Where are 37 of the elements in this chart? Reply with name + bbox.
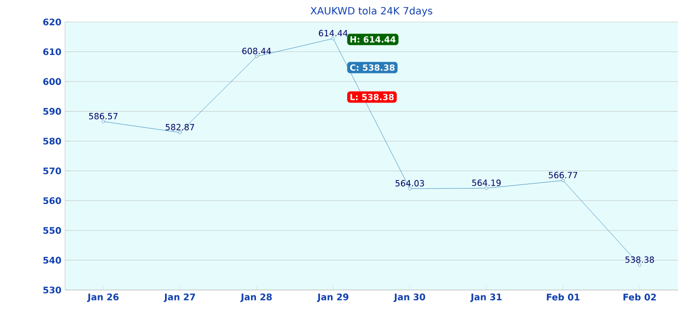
x-tick-label: Jan 30 xyxy=(394,294,426,302)
x-tick-label: Feb 02 xyxy=(624,294,656,300)
y-tick-label: 530 xyxy=(43,286,62,294)
data-label: 608.44 xyxy=(242,48,271,54)
y-tick-label: 540 xyxy=(43,256,62,264)
y-tick-label: 560 xyxy=(43,197,62,204)
data-label: 586.57 xyxy=(89,112,118,120)
annotation: C: 538.38 xyxy=(350,64,395,71)
y-tick-label: 600 xyxy=(43,78,62,85)
point xyxy=(408,187,412,190)
point xyxy=(178,130,182,134)
data-label: 564.03 xyxy=(396,180,424,186)
data-label: 614.44 xyxy=(318,30,348,36)
data-label: 566.77 xyxy=(548,172,578,178)
x-tick-label: Jan 28 xyxy=(240,294,272,302)
y-tick-label: 570 xyxy=(43,167,62,174)
y-tick-label: 550 xyxy=(43,227,62,234)
x-tick-label: Jan 27 xyxy=(164,294,195,302)
x-tick-label: Jan 26 xyxy=(87,294,119,302)
y-tick-label: 620 xyxy=(43,18,62,26)
annotation: L: 538.38 xyxy=(350,94,394,100)
y-tick-label: 580 xyxy=(43,138,62,145)
chart-title: XAUKWD tola 24K 7days xyxy=(310,6,432,16)
x-tick-label: Jan 29 xyxy=(316,294,348,302)
x-tick-label: Feb 01 xyxy=(546,294,580,300)
y-tick-label: 590 xyxy=(43,108,62,115)
point xyxy=(561,178,565,182)
x-tick-label: Jan 31 xyxy=(470,294,502,302)
point xyxy=(254,54,258,58)
y-tick-label: 610 xyxy=(43,48,62,56)
point xyxy=(484,186,488,190)
point xyxy=(332,36,335,40)
data-label: 538.38 xyxy=(625,256,654,263)
data-label: 564.19 xyxy=(472,180,501,186)
annotation: H: 614.44 xyxy=(350,36,396,43)
point xyxy=(102,120,105,124)
point xyxy=(638,263,642,267)
